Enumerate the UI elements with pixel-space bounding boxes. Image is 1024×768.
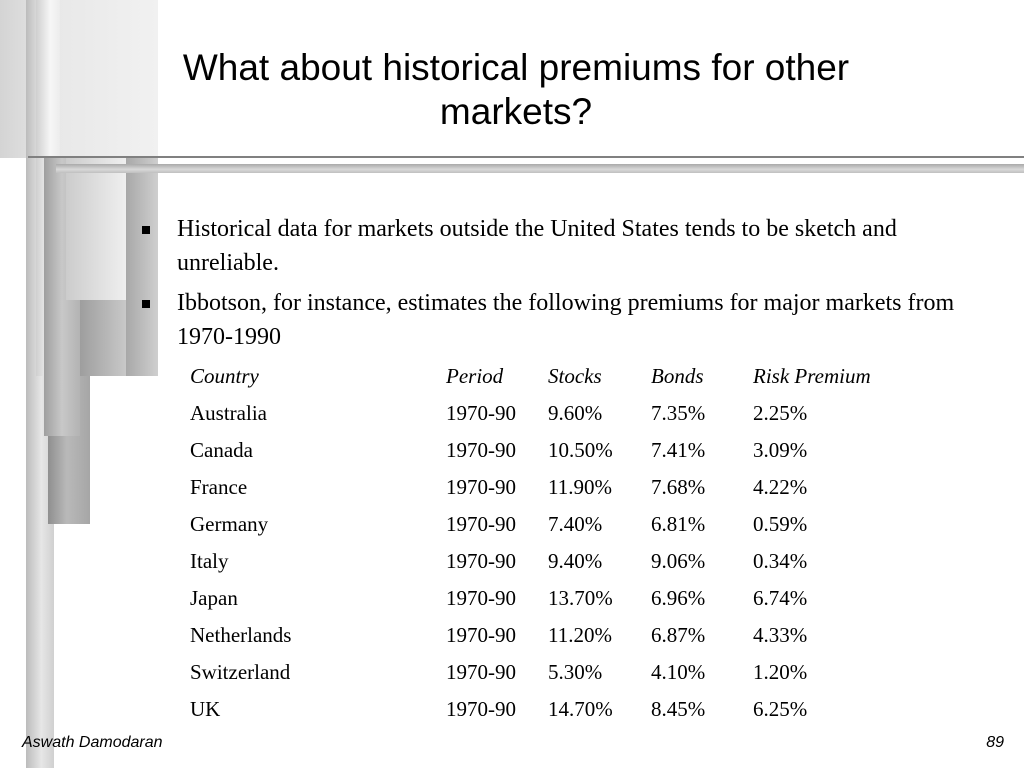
cell-risk-premium: 6.25%	[753, 697, 808, 721]
cell-stocks: 11.20%	[548, 623, 612, 647]
table-row: Switzerland 1970-90 5.30% 4.10% 1.20%	[190, 654, 913, 691]
premium-table: Country Period Stocks Bonds Risk Premium…	[190, 358, 913, 728]
cell-bonds: 6.96%	[651, 586, 706, 610]
cell-period: 1970-90	[446, 512, 516, 536]
column-header-country: Country	[190, 364, 259, 388]
cell-period: 1970-90	[446, 401, 516, 425]
cell-period: 1970-90	[446, 660, 516, 684]
cell-stocks: 7.40%	[548, 512, 603, 536]
table-row: Italy 1970-90 9.40% 9.06% 0.34%	[190, 543, 913, 580]
cell-bonds: 6.87%	[651, 623, 706, 647]
cell-period: 1970-90	[446, 586, 516, 610]
cell-bonds: 7.68%	[651, 475, 706, 499]
cell-country: Germany	[190, 512, 269, 536]
table-row: Japan 1970-90 13.70% 6.96% 6.74%	[190, 580, 913, 617]
bullet-text: Ibbotson, for instance, estimates the fo…	[177, 290, 955, 350]
cell-risk-premium: 0.34%	[753, 549, 808, 573]
footer-author: Aswath Damodaran	[22, 734, 163, 751]
bullet-list: Historical data for markets outside the …	[140, 212, 1000, 360]
cell-country: Canada	[190, 438, 253, 462]
cell-period: 1970-90	[446, 438, 516, 462]
square-bullet-icon	[142, 226, 150, 234]
cell-country: UK	[190, 697, 221, 721]
cell-bonds: 6.81%	[651, 512, 706, 536]
table-row: UK 1970-90 14.70% 8.45% 6.25%	[190, 691, 913, 728]
cell-country: Switzerland	[190, 660, 291, 684]
table-row: Germany 1970-90 7.40% 6.81% 0.59%	[190, 506, 913, 543]
cell-period: 1970-90	[446, 623, 516, 647]
cell-risk-premium: 4.33%	[753, 623, 808, 647]
title-divider	[28, 156, 1024, 158]
column-header-bonds: Bonds	[651, 364, 704, 388]
table-header-row: Country Period Stocks Bonds Risk Premium	[190, 358, 913, 395]
column-header-stocks: Stocks	[548, 364, 602, 388]
decorative-bar	[126, 158, 158, 376]
column-header-risk-premium: Risk Premium	[753, 364, 871, 388]
cell-risk-premium: 2.25%	[753, 401, 808, 425]
cell-stocks: 14.70%	[548, 697, 613, 721]
cell-country: Netherlands	[190, 623, 292, 647]
cell-stocks: 9.60%	[548, 401, 603, 425]
cell-stocks: 13.70%	[548, 586, 613, 610]
cell-stocks: 11.90%	[548, 475, 612, 499]
cell-bonds: 4.10%	[651, 660, 706, 684]
table-row: Canada 1970-90 10.50% 7.41% 3.09%	[190, 432, 913, 469]
slide-title: What about historical premiums for other…	[182, 47, 850, 132]
cell-risk-premium: 0.59%	[753, 512, 808, 536]
cell-bonds: 9.06%	[651, 549, 706, 573]
bullet-text: Historical data for markets outside the …	[177, 216, 897, 276]
cell-bonds: 7.35%	[651, 401, 706, 425]
cell-period: 1970-90	[446, 697, 516, 721]
cell-country: France	[190, 475, 248, 499]
title-divider-bar	[56, 164, 1024, 173]
table-row: Australia 1970-90 9.60% 7.35% 2.25%	[190, 395, 913, 432]
square-bullet-icon	[142, 300, 150, 308]
cell-risk-premium: 1.20%	[753, 660, 808, 684]
cell-period: 1970-90	[446, 475, 516, 499]
page-number: 89	[986, 734, 1004, 751]
table-row: France 1970-90 11.90% 7.68% 4.22%	[190, 469, 913, 506]
bullet-item: Ibbotson, for instance, estimates the fo…	[140, 286, 1000, 354]
decorative-bar	[0, 0, 158, 158]
cell-period: 1970-90	[446, 549, 516, 573]
cell-country: Italy	[190, 549, 229, 573]
cell-risk-premium: 3.09%	[753, 438, 808, 462]
cell-stocks: 10.50%	[548, 438, 613, 462]
cell-risk-premium: 6.74%	[753, 586, 808, 610]
table-row: Netherlands 1970-90 11.20% 6.87% 4.33%	[190, 617, 913, 654]
cell-bonds: 7.41%	[651, 438, 706, 462]
cell-stocks: 5.30%	[548, 660, 603, 684]
cell-bonds: 8.45%	[651, 697, 706, 721]
bullet-item: Historical data for markets outside the …	[140, 212, 1000, 280]
cell-country: Australia	[190, 401, 267, 425]
column-header-period: Period	[446, 364, 504, 388]
cell-stocks: 9.40%	[548, 549, 603, 573]
decorative-bar	[66, 158, 126, 300]
cell-risk-premium: 4.22%	[753, 475, 808, 499]
cell-country: Japan	[190, 586, 238, 610]
